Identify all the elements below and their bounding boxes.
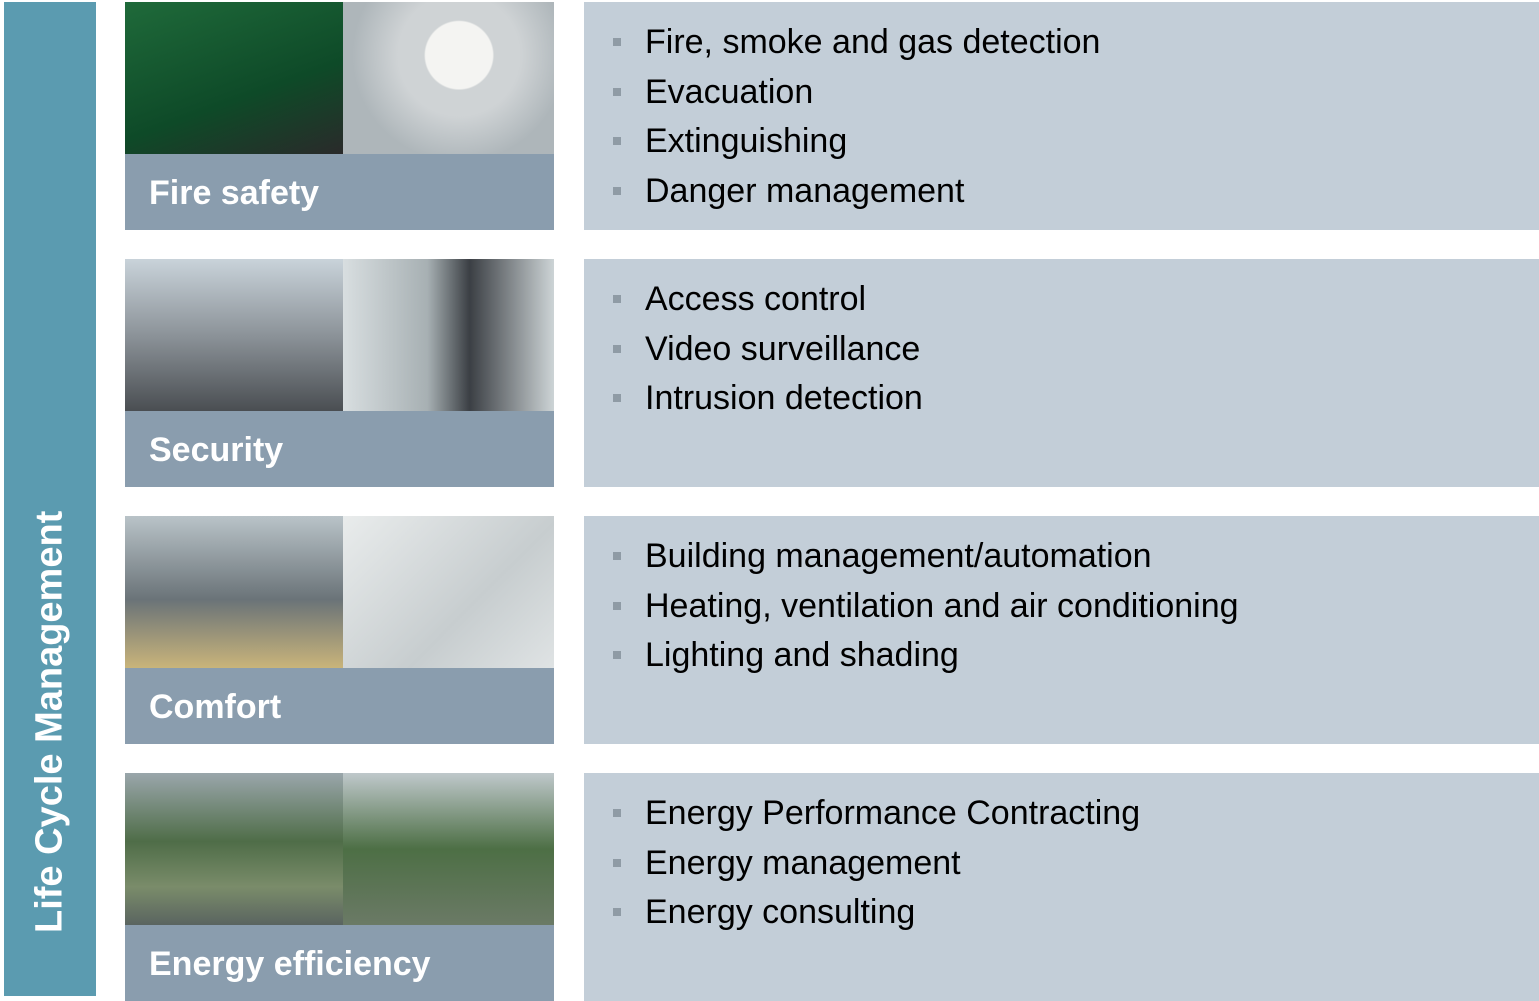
image-part — [125, 259, 343, 411]
list-item: Energy management — [645, 843, 961, 883]
list-item: Energy consulting — [645, 892, 915, 932]
bullet — [613, 295, 621, 303]
section-image — [125, 259, 554, 411]
item-panel: Access control Video surveillance Intrusio… — [584, 259, 1539, 487]
section-label: Comfort — [125, 668, 554, 744]
section-label: Energy efficiency — [125, 925, 554, 1001]
image-part — [343, 2, 554, 154]
bullet — [613, 908, 621, 916]
item-panel: Fire, smoke and gas detection Evacuation E… — [584, 2, 1539, 230]
list-item: Fire, smoke and gas detection — [645, 22, 1100, 62]
bullet — [613, 187, 621, 195]
section-row: Security Access control Video surveillance… — [125, 259, 1539, 487]
bullet — [613, 38, 621, 46]
bullet — [613, 345, 621, 353]
section-row: Fire safety Fire, smoke and gas detection… — [125, 2, 1539, 230]
section-row: Comfort Building management/automation Hea… — [125, 516, 1539, 744]
image-part — [125, 2, 343, 154]
image-part — [125, 516, 343, 668]
side-bar: Life Cycle Management — [4, 2, 96, 996]
section-image — [125, 773, 554, 925]
item-panel: Building management/automation Heating, v… — [584, 516, 1539, 744]
bullet — [613, 859, 621, 867]
bullet — [613, 88, 621, 96]
list-item: Intrusion detection — [645, 378, 923, 418]
item-panel: Energy Performance Contracting Energy man… — [584, 773, 1539, 1001]
list-item: Extinguishing — [645, 121, 847, 161]
list-item: Energy Performance Contracting — [645, 793, 1140, 833]
list-item: Lighting and shading — [645, 635, 959, 675]
list-item: Access control — [645, 279, 866, 319]
list-item: Evacuation — [645, 72, 813, 112]
bullet — [613, 809, 621, 817]
list-item: Danger management — [645, 171, 964, 211]
section-row: Energy efficiency Energy Performance Cont… — [125, 773, 1539, 1001]
bullet — [613, 651, 621, 659]
slide: Life Cycle Management Fire safety Fire, s… — [0, 0, 1539, 996]
image-part — [343, 259, 554, 411]
image-part — [125, 773, 343, 925]
section-label: Fire safety — [125, 154, 554, 230]
section-label: Security — [125, 411, 554, 487]
section-image — [125, 2, 554, 154]
image-part — [343, 773, 554, 925]
list-item: Heating, ventilation and air conditionin… — [645, 586, 1239, 626]
list-item: Building management/automation — [645, 536, 1152, 576]
bullet — [613, 394, 621, 402]
list-item: Video surveillance — [645, 329, 920, 369]
image-part — [343, 516, 554, 668]
bullet — [613, 552, 621, 560]
section-image — [125, 516, 554, 668]
bullet — [613, 602, 621, 610]
side-title: Life Cycle Management — [29, 511, 72, 933]
bullet — [613, 137, 621, 145]
